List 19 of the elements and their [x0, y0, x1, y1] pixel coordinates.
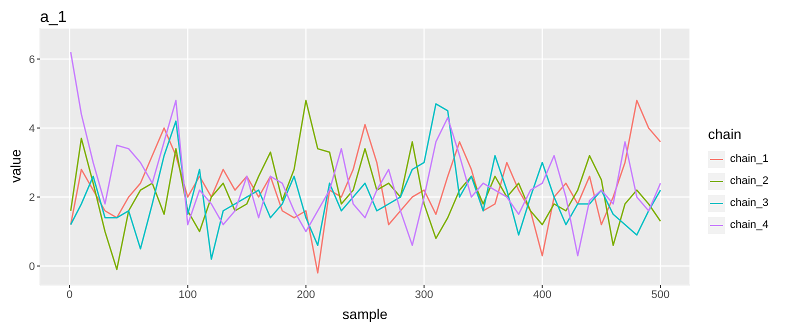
x-tick-label: 200: [296, 288, 316, 301]
legend-label: chain_3: [730, 197, 769, 209]
x-tick-label: 500: [651, 288, 670, 301]
line-series: [70, 51, 662, 256]
x-tick-label: 400: [533, 288, 552, 301]
y-tick-label: 0: [28, 260, 35, 273]
legend-label: chain_4: [730, 219, 769, 231]
legend-title: chain: [708, 126, 742, 142]
x-tick-label: 100: [178, 288, 197, 301]
x-tick-label: 0: [66, 288, 73, 301]
y-tick-label: 4: [28, 122, 35, 135]
y-axis-title: value: [8, 149, 24, 183]
x-axis-title: sample: [342, 306, 388, 322]
legend-label: chain_2: [730, 175, 769, 187]
x-tick-label: 300: [414, 288, 434, 301]
y-tick-label: 2: [28, 192, 35, 204]
chart-title: a_1: [40, 9, 67, 27]
y-tick-label: 6: [28, 54, 35, 66]
legend-label: chain_1: [730, 153, 769, 165]
